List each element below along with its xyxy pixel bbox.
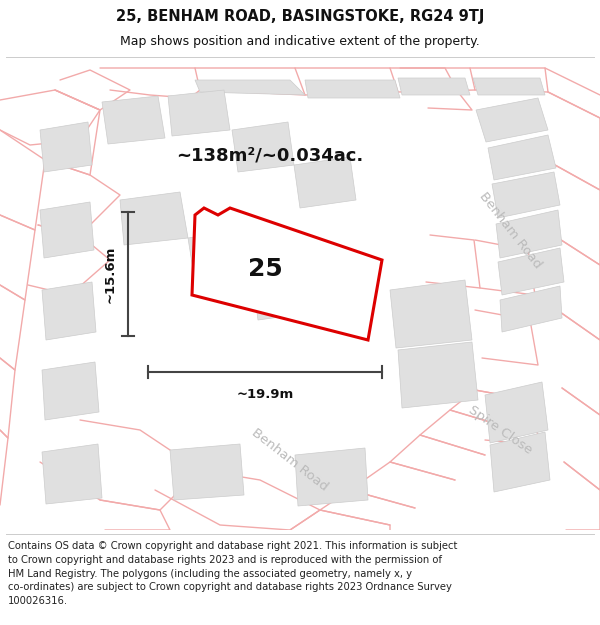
- Polygon shape: [305, 80, 400, 98]
- Polygon shape: [476, 98, 548, 142]
- Text: ~15.6m: ~15.6m: [104, 245, 116, 302]
- Polygon shape: [500, 286, 562, 332]
- Polygon shape: [102, 96, 165, 144]
- Polygon shape: [398, 342, 478, 408]
- Polygon shape: [398, 78, 470, 95]
- Polygon shape: [40, 122, 92, 172]
- Polygon shape: [40, 202, 94, 258]
- Text: Contains OS data © Crown copyright and database right 2021. This information is : Contains OS data © Crown copyright and d…: [8, 541, 457, 606]
- Polygon shape: [496, 210, 562, 258]
- Polygon shape: [492, 172, 560, 218]
- Text: ~138m²/~0.034ac.: ~138m²/~0.034ac.: [176, 146, 364, 164]
- Polygon shape: [294, 157, 356, 208]
- Text: Benham Road: Benham Road: [250, 426, 331, 494]
- Polygon shape: [473, 78, 545, 95]
- Polygon shape: [390, 280, 472, 348]
- Polygon shape: [42, 282, 96, 340]
- Polygon shape: [192, 208, 382, 340]
- Text: Map shows position and indicative extent of the property.: Map shows position and indicative extent…: [120, 35, 480, 48]
- Polygon shape: [295, 448, 368, 506]
- Polygon shape: [188, 230, 252, 282]
- Polygon shape: [232, 122, 294, 172]
- Polygon shape: [485, 382, 548, 443]
- Polygon shape: [252, 267, 316, 320]
- Polygon shape: [42, 444, 102, 504]
- Polygon shape: [170, 444, 244, 500]
- Polygon shape: [168, 90, 230, 136]
- Polygon shape: [498, 248, 564, 295]
- Text: Benham Road: Benham Road: [476, 189, 544, 271]
- Polygon shape: [490, 432, 550, 492]
- Polygon shape: [488, 135, 556, 180]
- Text: 25: 25: [248, 257, 283, 281]
- Text: ~19.9m: ~19.9m: [236, 388, 293, 401]
- Polygon shape: [42, 362, 99, 420]
- Polygon shape: [120, 192, 188, 245]
- Text: 25, BENHAM ROAD, BASINGSTOKE, RG24 9TJ: 25, BENHAM ROAD, BASINGSTOKE, RG24 9TJ: [116, 9, 484, 24]
- Polygon shape: [195, 80, 305, 95]
- Text: Spire Close: Spire Close: [466, 403, 534, 457]
